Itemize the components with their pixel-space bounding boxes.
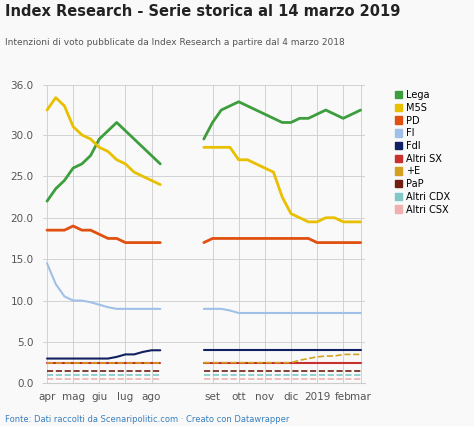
Text: Index Research - Serie storica al 14 marzo 2019: Index Research - Serie storica al 14 mar…	[5, 4, 400, 19]
Text: Fonte: Dati raccolti da Scenaripolitic.com · Creato con Datawrapper: Fonte: Dati raccolti da Scenaripolitic.c…	[5, 415, 289, 424]
Legend: Lega, M5S, PD, FI, FdI, Altri SX, +E, PaP, Altri CDX, Altri CSX: Lega, M5S, PD, FI, FdI, Altri SX, +E, Pa…	[394, 90, 450, 215]
Text: Intenzioni di voto pubblicate da Index Research a partire dal 4 marzo 2018: Intenzioni di voto pubblicate da Index R…	[5, 38, 345, 47]
